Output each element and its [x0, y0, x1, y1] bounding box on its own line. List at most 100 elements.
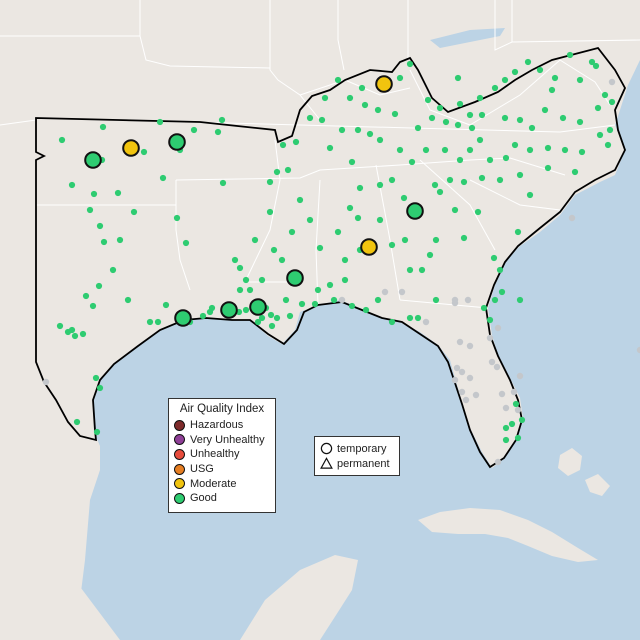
good-site-marker[interactable] — [73, 418, 81, 426]
good-site-marker[interactable] — [95, 282, 103, 290]
good-site-marker[interactable] — [236, 286, 244, 294]
good-site-marker[interactable] — [594, 104, 602, 112]
inactive-site-marker[interactable] — [466, 374, 474, 382]
good-site-marker[interactable] — [109, 266, 117, 274]
good-site-marker[interactable] — [296, 196, 304, 204]
good-site-marker[interactable] — [306, 114, 314, 122]
good-site-marker[interactable] — [242, 306, 250, 314]
good-site-marker[interactable] — [173, 214, 181, 222]
good-temporary-site-marker[interactable] — [220, 301, 238, 319]
inactive-site-marker[interactable] — [493, 363, 501, 371]
inactive-site-marker[interactable] — [502, 404, 510, 412]
good-site-marker[interactable] — [436, 188, 444, 196]
good-site-marker[interactable] — [408, 158, 416, 166]
good-site-marker[interactable] — [268, 322, 276, 330]
inactive-site-marker[interactable] — [488, 358, 496, 366]
good-site-marker[interactable] — [516, 171, 524, 179]
good-site-marker[interactable] — [326, 144, 334, 152]
good-site-marker[interactable] — [514, 434, 522, 442]
inactive-site-marker[interactable] — [498, 390, 506, 398]
moderate-temporary-site-marker[interactable] — [122, 139, 140, 157]
good-site-marker[interactable] — [56, 322, 64, 330]
good-site-marker[interactable] — [99, 123, 107, 131]
good-site-marker[interactable] — [406, 314, 414, 322]
good-site-marker[interactable] — [282, 296, 290, 304]
good-site-marker[interactable] — [206, 308, 214, 316]
good-site-marker[interactable] — [418, 266, 426, 274]
good-site-marker[interactable] — [592, 62, 600, 70]
good-site-marker[interactable] — [219, 179, 227, 187]
good-site-marker[interactable] — [478, 174, 486, 182]
good-site-marker[interactable] — [460, 234, 468, 242]
inactive-site-marker[interactable] — [516, 372, 524, 380]
good-site-marker[interactable] — [526, 191, 534, 199]
good-site-marker[interactable] — [254, 318, 262, 326]
good-site-marker[interactable] — [516, 116, 524, 124]
good-site-marker[interactable] — [544, 144, 552, 152]
inactive-site-marker[interactable] — [451, 376, 459, 384]
good-site-marker[interactable] — [286, 312, 294, 320]
good-site-marker[interactable] — [190, 126, 198, 134]
good-site-marker[interactable] — [518, 416, 526, 424]
good-site-marker[interactable] — [536, 66, 544, 74]
inactive-site-marker[interactable] — [398, 288, 406, 296]
inactive-site-marker[interactable] — [381, 288, 389, 296]
good-site-marker[interactable] — [476, 94, 484, 102]
good-site-marker[interactable] — [414, 314, 422, 322]
good-site-marker[interactable] — [93, 428, 101, 436]
good-site-marker[interactable] — [400, 194, 408, 202]
good-site-marker[interactable] — [100, 238, 108, 246]
inactive-site-marker[interactable] — [456, 338, 464, 346]
good-site-marker[interactable] — [431, 181, 439, 189]
good-site-marker[interactable] — [441, 146, 449, 154]
good-site-marker[interactable] — [460, 178, 468, 186]
good-site-marker[interactable] — [576, 118, 584, 126]
good-site-marker[interactable] — [366, 130, 374, 138]
good-site-marker[interactable] — [491, 84, 499, 92]
good-site-marker[interactable] — [354, 126, 362, 134]
good-site-marker[interactable] — [251, 236, 259, 244]
good-site-marker[interactable] — [502, 436, 510, 444]
good-site-marker[interactable] — [432, 236, 440, 244]
good-site-marker[interactable] — [498, 288, 506, 296]
good-site-marker[interactable] — [361, 101, 369, 109]
inactive-site-marker[interactable] — [451, 296, 459, 304]
good-site-marker[interactable] — [354, 214, 362, 222]
inactive-site-marker[interactable] — [458, 388, 466, 396]
inactive-site-marker[interactable] — [338, 296, 346, 304]
good-site-marker[interactable] — [156, 118, 164, 126]
good-site-marker[interactable] — [551, 74, 559, 82]
good-site-marker[interactable] — [278, 256, 286, 264]
inactive-site-marker[interactable] — [453, 364, 461, 372]
good-site-marker[interactable] — [601, 91, 609, 99]
good-site-marker[interactable] — [321, 94, 329, 102]
good-site-marker[interactable] — [442, 118, 450, 126]
inactive-site-marker[interactable] — [494, 324, 502, 332]
good-site-marker[interactable] — [266, 208, 274, 216]
good-site-marker[interactable] — [396, 146, 404, 154]
good-site-marker[interactable] — [114, 189, 122, 197]
good-site-marker[interactable] — [130, 208, 138, 216]
good-site-marker[interactable] — [432, 296, 440, 304]
good-site-marker[interactable] — [502, 154, 510, 162]
good-site-marker[interactable] — [491, 296, 499, 304]
good-site-marker[interactable] — [596, 131, 604, 139]
good-site-marker[interactable] — [401, 236, 409, 244]
good-site-marker[interactable] — [502, 424, 510, 432]
good-site-marker[interactable] — [524, 58, 532, 66]
good-site-marker[interactable] — [424, 96, 432, 104]
good-site-marker[interactable] — [273, 314, 281, 322]
good-site-marker[interactable] — [406, 266, 414, 274]
good-site-marker[interactable] — [330, 296, 338, 304]
good-site-marker[interactable] — [496, 176, 504, 184]
inactive-site-marker[interactable] — [42, 378, 50, 386]
inactive-site-marker[interactable] — [422, 318, 430, 326]
good-site-marker[interactable] — [242, 276, 250, 284]
inactive-site-marker[interactable] — [568, 214, 576, 222]
good-site-marker[interactable] — [334, 228, 342, 236]
good-site-marker[interactable] — [451, 206, 459, 214]
good-site-marker[interactable] — [92, 374, 100, 382]
good-site-marker[interactable] — [528, 124, 536, 132]
good-site-marker[interactable] — [68, 181, 76, 189]
good-site-marker[interactable] — [154, 318, 162, 326]
